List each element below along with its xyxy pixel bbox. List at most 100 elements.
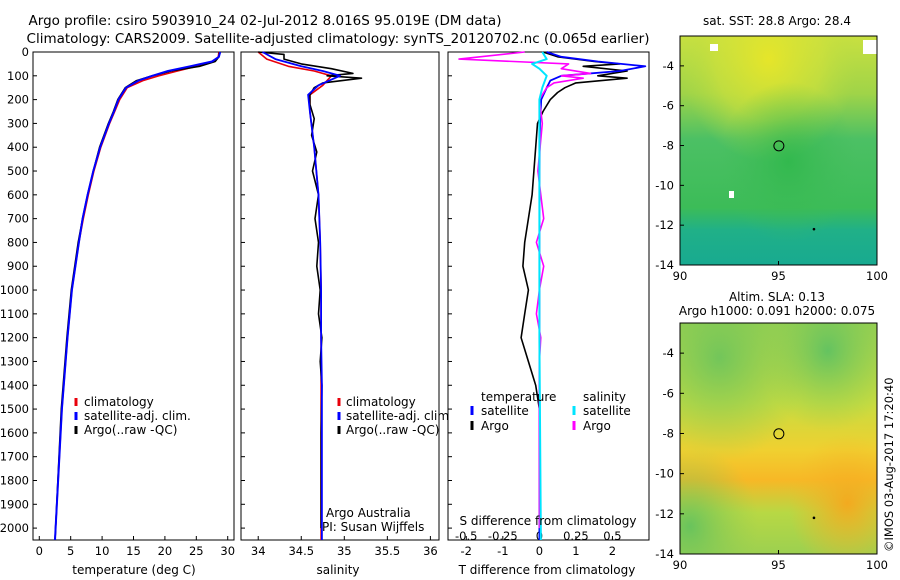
- sst-missing-patch: [863, 40, 877, 54]
- difference-t-argo-line: [520, 51, 628, 529]
- salinity-x-tick-label: 34: [251, 544, 266, 558]
- temperature-x-axis: 0 5 10 15 20 25 30: [36, 536, 235, 558]
- temperature-panel: 0100200300400500600700800900100011001200…: [0, 45, 235, 577]
- depth-tick-label: 800: [7, 235, 29, 249]
- difference-x-tick-label: 1: [572, 544, 579, 558]
- salinity-axes-box: [240, 51, 440, 541]
- depth-tick-label: 600: [7, 188, 29, 202]
- temperature-x-tick-label: 5: [67, 544, 74, 558]
- sst-map-title: sat. SST: 28.8 Argo: 28.4: [703, 14, 851, 28]
- temperature-satellite-adj-line: [54, 51, 222, 541]
- salinity-x-tick-label: 35.5: [375, 544, 401, 558]
- title-line1: Argo profile: csiro 5903910_24 02-Jul-20…: [29, 13, 502, 29]
- sst-map-lat-tick-label: -6: [663, 99, 674, 113]
- depth-tick-label: 1500: [0, 402, 29, 416]
- depth-tick-label: 200: [7, 93, 29, 107]
- sst-map-lon-tick-label: 90: [673, 269, 688, 283]
- sla-map-lon-tick-label: 95: [771, 558, 786, 572]
- legend-t-argo-label: Argo: [481, 419, 509, 433]
- t-difference-xlabel: T difference from climatology: [458, 563, 636, 577]
- sla-map-subtitle: Argo h1000: 0.091 h2000: 0.075: [679, 304, 875, 318]
- sla-map-profile-marker: [773, 428, 785, 440]
- imos-watermark: ©IMOS 03-Aug-2017 17:20:40: [882, 377, 896, 552]
- difference-s-tick-label: 0.25: [563, 529, 589, 543]
- sla-map: Altim. SLA: 0.13 Argo h1000: 0.091 h2000…: [655, 290, 888, 572]
- sst-map-lat-tick-label: -8: [663, 139, 674, 153]
- sla-map-markers: [773, 428, 816, 520]
- sst-map-markers: [773, 140, 816, 231]
- depth-tick-label: 1600: [0, 426, 29, 440]
- depth-tick-label: 1800: [0, 473, 29, 487]
- argo-australia-label: Argo Australia: [326, 506, 411, 520]
- difference-s-satellite-line: [531, 51, 548, 540]
- depth-axis: 0 100 200 300 400 500 600 700 800 900 1000 1100 1200…: [0, 45, 37, 535]
- temperature-legend: climatology satellite-adj. clim. Argo(..…: [74, 395, 191, 437]
- sst-map: sat. SST: 28.8 Argo: 28.4 90 95 100 -4 -6 -8 -…: [655, 14, 888, 283]
- s-difference-xlabel: S difference from climatology: [460, 514, 637, 528]
- legend-satellite-label: satellite-adj. clim.: [84, 409, 191, 423]
- sla-map-lat-tick-label: -14: [655, 547, 674, 561]
- difference-x-axis: -2 -1 0 1 2-0.5 -0.25 0 0.25 0.5: [448, 51, 622, 558]
- difference-axes-box: [447, 51, 650, 541]
- depth-tick-label: 700: [7, 212, 29, 226]
- sst-map-lat-tick-label: -4: [663, 59, 674, 73]
- legend-salinity-title: salinity: [583, 390, 626, 404]
- difference-s-tick-label: -0.5: [455, 529, 477, 543]
- sst-map-lon-tick-label: 95: [771, 269, 786, 283]
- salinity-x-tick-label: 35: [337, 544, 352, 558]
- depth-tick-label: 900: [7, 259, 29, 273]
- sla-map-lon-tick-label: 90: [673, 558, 688, 572]
- difference-panel: -2 -1 0 1 2-0.5 -0.25 0 0.25 0.5 T difference fr…: [447, 51, 650, 577]
- depth-tick-label: 1700: [0, 450, 29, 464]
- title-line2: Climatology: CARS2009. Satellite-adjuste…: [27, 31, 650, 47]
- salinity-legend: climatology satellite-adj. clim. Argo(..…: [337, 395, 453, 437]
- depth-tick-label: 1300: [0, 354, 29, 368]
- sla-map-lon-tick-label: 100: [866, 558, 888, 572]
- depth-tick-label: 300: [7, 116, 29, 130]
- sla-map-axes: 90 95 100 -4 -6 -8 -10 -12 -14: [655, 346, 888, 572]
- depth-tick-label: 1100: [0, 307, 29, 321]
- salinity-panel: 34 34.5 35 35.5 36 salinity climatology sate…: [240, 51, 453, 577]
- legend-s-argo-label: Argo: [583, 419, 611, 433]
- sla-map-lat-tick-label: -10: [655, 467, 674, 481]
- sst-missing-patch: [729, 191, 734, 198]
- sst-map-island-marker: [812, 227, 816, 231]
- salinity-x-tick-label: 36: [423, 544, 438, 558]
- legend-s-satellite-label: satellite: [583, 404, 631, 418]
- sst-map-lat-tick-label: -14: [655, 258, 674, 272]
- legend-argo-label: Argo(..raw -QC): [346, 423, 439, 437]
- depth-tick-label: 1400: [0, 378, 29, 392]
- salinity-x-axis: 34 34.5 35 35.5 36: [241, 51, 438, 558]
- temperature-series: [54, 51, 222, 541]
- salinity-xlabel: salinity: [316, 563, 359, 577]
- difference-x-tick-label: 0: [536, 544, 543, 558]
- depth-tick-label: 2000: [0, 521, 29, 535]
- depth-tick-label: 1000: [0, 283, 29, 297]
- depth-tick-label: 1900: [0, 497, 29, 511]
- temperature-x-tick-label: 25: [189, 544, 204, 558]
- legend-climatology-label: climatology: [346, 395, 416, 409]
- legend-argo-label: Argo(..raw -QC): [84, 423, 177, 437]
- sst-map-lat-tick-label: -12: [655, 218, 674, 232]
- depth-tick-label: 400: [7, 140, 29, 154]
- difference-x-tick-label: -2: [461, 544, 472, 558]
- temperature-x-tick-label: 20: [158, 544, 173, 558]
- sst-map-lat-tick-label: -10: [655, 178, 674, 192]
- sla-map-island-marker: [812, 516, 816, 520]
- difference-x-tick-label: -1: [497, 544, 508, 558]
- temperature-x-tick-label: 30: [220, 544, 235, 558]
- sla-map-lat-tick-label: -8: [663, 426, 674, 440]
- pi-label: PI: Susan Wijffels: [322, 520, 424, 534]
- sst-missing-patch: [710, 44, 718, 51]
- sst-map-axes: 90 95 100 -4 -6 -8 -10 -12 -14: [655, 59, 888, 283]
- salinity-satellite-line: [262, 51, 341, 540]
- sla-map-lat-tick-label: -6: [663, 386, 674, 400]
- sla-map-title: Altim. SLA: 0.13: [729, 290, 825, 304]
- temperature-axes-box: [32, 51, 235, 541]
- legend-climatology-label: climatology: [84, 395, 154, 409]
- difference-legend: temperature satellite Argo salinity sate…: [470, 390, 631, 433]
- depth-tick-label: 0: [22, 45, 29, 59]
- temperature-x-tick-label: 15: [126, 544, 141, 558]
- difference-s-tick-label: -0.25: [488, 529, 518, 543]
